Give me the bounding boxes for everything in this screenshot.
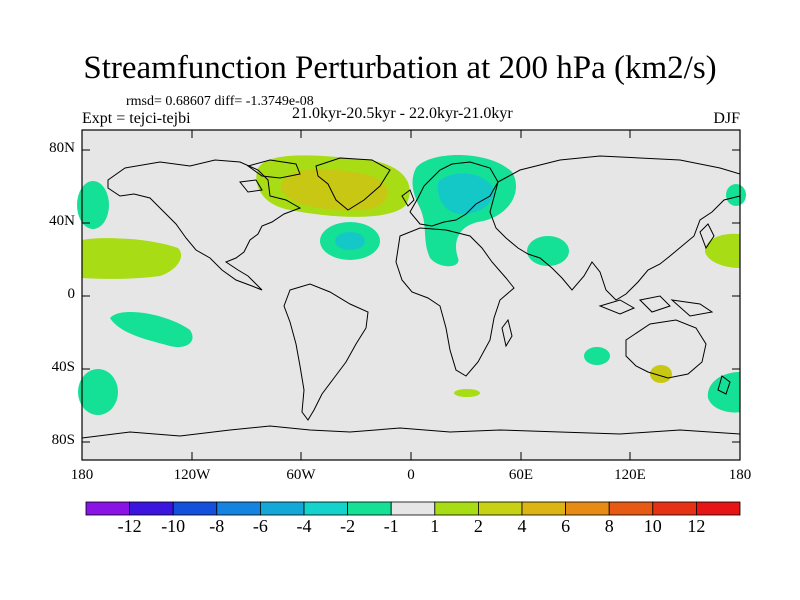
coastline-british-isles [401, 189, 415, 207]
colorbar-swatch [172, 501, 218, 516]
anomaly-kamchatka-negative [726, 184, 746, 206]
colorbar-label: 6 [561, 516, 571, 536]
lon-label-180e: 180 [728, 467, 752, 483]
lon-ticks [191, 130, 631, 460]
colorbar-label: -6 [252, 516, 268, 536]
colorbar-label: -4 [296, 516, 312, 536]
anomaly-atlantic-core [335, 232, 365, 250]
coastline-north-america [107, 159, 302, 291]
colorbar-label: 4 [517, 516, 527, 536]
coastline-greenland [315, 157, 391, 211]
colorbar-swatch [216, 501, 261, 516]
lon-label-120w: 120W [173, 467, 211, 483]
colorbar-swatch [434, 501, 479, 516]
anomaly-arabia-negative [527, 236, 569, 266]
colorbar [85, 501, 741, 516]
coastline-maritime-continent [598, 295, 714, 317]
anomaly-eurasia-core [437, 173, 494, 215]
lat-label-80n: 80N [49, 140, 75, 156]
colorbar-label: 10 [643, 516, 662, 536]
coastline-arctic-islands [239, 159, 301, 193]
stats-label: rmsd= 0.68607 diff= -1.3749e-08 [126, 94, 314, 109]
colorbar-label: -8 [209, 516, 225, 536]
lat-label-80s: 80S [51, 432, 75, 448]
colorbar-label: -1 [383, 516, 399, 536]
colorbar-label: -10 [161, 516, 186, 536]
colorbar-swatch [477, 501, 523, 516]
colorbar-label: -2 [340, 516, 356, 536]
lat-label-40n: 40N [49, 213, 75, 229]
coastline-south-america [283, 283, 369, 421]
anomaly-southwest-pacific-negative [707, 372, 740, 413]
colorbar-swatch [652, 501, 697, 516]
coastline-antarctica [81, 425, 741, 439]
colorbar-label: 1 [430, 516, 440, 536]
anomaly-indian-ocean-negative [584, 347, 610, 365]
anomaly-spacific-negative [110, 311, 193, 348]
lat-label-40s: 40S [51, 359, 75, 375]
period-label: 21.0kyr-20.5kyr - 22.0kyr-21.0kyr [292, 105, 513, 122]
lon-label-60e: 60E [508, 467, 534, 483]
colorbar-label: 8 [604, 516, 614, 536]
coastline-madagascar [501, 318, 513, 348]
colorbar-swatch [347, 501, 392, 516]
lon-label-180w: 180 [70, 467, 94, 483]
colorbar-swatch [390, 501, 436, 516]
colorbar-label: -12 [117, 516, 142, 536]
colorbar-swatch [696, 501, 741, 516]
coastline-australia [625, 319, 707, 379]
anomaly-greenland-core [280, 169, 388, 211]
anomaly-npacific-east-positive [82, 238, 182, 279]
colorbar-swatch [129, 501, 174, 516]
experiment-label: Expt = tejci-tejbi [82, 110, 191, 127]
lat-label-0: 0 [67, 286, 76, 302]
colorbar-label: 12 [687, 516, 706, 536]
colorbar-swatch [303, 501, 348, 516]
anomaly-npacific-west-positive [704, 233, 740, 268]
coastline-asia [489, 155, 741, 301]
plot-title: Streamfunction Perturbation at 200 hPa (… [83, 50, 717, 86]
season-label: DJF [713, 110, 740, 127]
colorbar-swatch [565, 501, 610, 516]
anomaly-alaska-negative [77, 181, 109, 229]
lon-label-120e: 120E [614, 467, 646, 483]
coastline-new-zealand [717, 375, 731, 395]
coastline-africa [395, 227, 515, 377]
anomaly-south-atlantic-positive [454, 389, 480, 397]
lat-ticks [82, 149, 740, 443]
coastline-japan [699, 223, 715, 250]
colorbar-swatch [521, 501, 566, 516]
lon-label-60w: 60W [286, 467, 316, 483]
anomaly-southeast-pacific-negative [78, 369, 118, 415]
colorbar-swatch [85, 501, 130, 516]
colorbar-label: 2 [473, 516, 483, 536]
colorbar-swatch [259, 501, 305, 516]
colorbar-swatch [608, 501, 654, 516]
lon-label-0: 0 [407, 467, 415, 483]
anomaly-fields [77, 154, 746, 415]
anomaly-south-australia-positive [650, 365, 672, 383]
map-background [82, 130, 740, 460]
coastlines [81, 155, 741, 439]
